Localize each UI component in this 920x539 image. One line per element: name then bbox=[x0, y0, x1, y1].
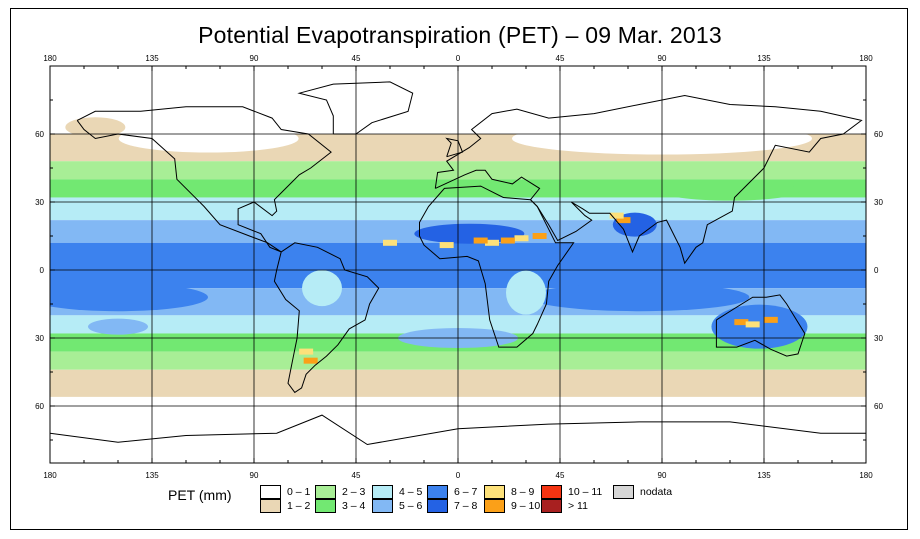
legend-label: 1 – 2 bbox=[287, 500, 311, 512]
lon-label: 0 bbox=[456, 54, 461, 63]
legend-label: 6 – 7 bbox=[454, 486, 478, 498]
lon-label: 180 bbox=[43, 471, 57, 480]
pet-region bbox=[506, 270, 546, 315]
legend-swatch bbox=[315, 499, 336, 513]
pet-region bbox=[302, 270, 342, 307]
legend-swatch bbox=[613, 485, 634, 499]
pet-hotspot bbox=[303, 357, 318, 364]
lon-label: 135 bbox=[757, 471, 771, 480]
pet-hotspot bbox=[609, 212, 624, 219]
lon-label: 135 bbox=[145, 54, 159, 63]
pet-hotspot bbox=[299, 348, 314, 355]
lon-label: 0 bbox=[456, 471, 461, 480]
legend-swatch bbox=[372, 485, 393, 499]
pet-hotspot bbox=[383, 239, 397, 246]
lat-label: 30 bbox=[874, 334, 883, 343]
pet-hotspot bbox=[763, 316, 778, 323]
lon-label: 135 bbox=[145, 471, 159, 480]
lon-label: 45 bbox=[556, 54, 565, 63]
lon-label: 90 bbox=[250, 471, 259, 480]
legend-swatch bbox=[541, 485, 562, 499]
lat-label: 60 bbox=[35, 130, 44, 139]
lon-label: 45 bbox=[556, 471, 565, 480]
legend-label: 7 – 8 bbox=[454, 500, 478, 512]
figure-frame bbox=[10, 8, 908, 530]
legend-swatch bbox=[372, 499, 393, 513]
pet-region bbox=[327, 99, 408, 124]
coastline bbox=[297, 81, 414, 135]
lon-label: 180 bbox=[43, 54, 57, 63]
lon-label: 135 bbox=[757, 54, 771, 63]
lon-label: 90 bbox=[658, 54, 667, 63]
lat-label: 30 bbox=[874, 198, 883, 207]
axis-ticks bbox=[49, 65, 867, 463]
lat-label: 30 bbox=[35, 334, 44, 343]
lon-label: 180 bbox=[859, 471, 873, 480]
lon-label: 45 bbox=[352, 54, 361, 63]
coastline bbox=[715, 294, 806, 357]
legend-swatch bbox=[315, 485, 336, 499]
legend-label: 0 – 1 bbox=[287, 486, 311, 498]
pet-hotspot bbox=[532, 233, 547, 239]
lat-label: 60 bbox=[874, 130, 883, 139]
coastline bbox=[50, 414, 866, 446]
legend-swatch bbox=[541, 499, 562, 513]
legend-swatch bbox=[260, 485, 281, 499]
pet-hotspot bbox=[473, 237, 488, 244]
lat-label: 0 bbox=[874, 266, 879, 275]
pet-hotspot bbox=[439, 242, 454, 249]
pet-hotspot bbox=[734, 319, 749, 326]
pet-region bbox=[414, 223, 525, 244]
coastline bbox=[419, 185, 575, 348]
legend-swatch bbox=[484, 499, 505, 513]
pet-hotspot bbox=[514, 235, 529, 242]
pet-region bbox=[529, 283, 750, 312]
pet-hotspot bbox=[745, 321, 760, 328]
legend-label: 5 – 6 bbox=[399, 500, 423, 512]
legend-label: nodata bbox=[640, 486, 673, 498]
lon-label: 90 bbox=[250, 54, 259, 63]
map-title: Potential Evapotranspiration (PET) – 09 … bbox=[198, 22, 722, 48]
legend-label: 3 – 4 bbox=[342, 500, 366, 512]
pet-region bbox=[118, 124, 299, 153]
pet-hotspot bbox=[485, 239, 499, 246]
lat-label: 0 bbox=[40, 266, 45, 275]
legend-label: 10 – 11 bbox=[568, 486, 603, 498]
coastline bbox=[76, 106, 332, 253]
legend-label: 4 – 5 bbox=[399, 486, 423, 498]
legend-label: > 11 bbox=[568, 500, 588, 512]
coastline bbox=[434, 94, 863, 265]
pet-hotspot bbox=[616, 217, 631, 224]
lon-label: 45 bbox=[352, 471, 361, 480]
lat-label: 30 bbox=[35, 198, 44, 207]
legend-swatch bbox=[427, 499, 448, 513]
legend-swatch bbox=[260, 499, 281, 513]
coastlines bbox=[50, 81, 866, 446]
lon-label: 90 bbox=[658, 471, 667, 480]
lat-label: 60 bbox=[35, 402, 44, 411]
pet-hotspot bbox=[500, 237, 515, 244]
pet-region bbox=[50, 283, 208, 312]
graticule bbox=[50, 66, 866, 463]
pet-region bbox=[660, 180, 800, 201]
longitude-labels: 180 180 135 135 90 90 45 45 0 0 45 45 90 90 135 135 180 1… bbox=[43, 54, 873, 480]
legend-label: 2 – 3 bbox=[342, 486, 366, 498]
lat-label: 60 bbox=[874, 402, 883, 411]
coastline bbox=[445, 137, 464, 158]
legend-label: 9 – 10 bbox=[511, 500, 541, 512]
legend-swatch bbox=[484, 485, 505, 499]
coastline bbox=[273, 242, 380, 394]
latitude-labels: 60 60 30 30 0 0 30 30 60 60 bbox=[35, 130, 883, 411]
pet-region bbox=[88, 318, 148, 335]
legend-swatch bbox=[427, 485, 448, 499]
legend-label: 8 – 9 bbox=[511, 486, 535, 498]
legend-title: PET (mm) bbox=[168, 487, 232, 503]
lon-label: 180 bbox=[859, 54, 873, 63]
pet-region bbox=[65, 117, 126, 138]
